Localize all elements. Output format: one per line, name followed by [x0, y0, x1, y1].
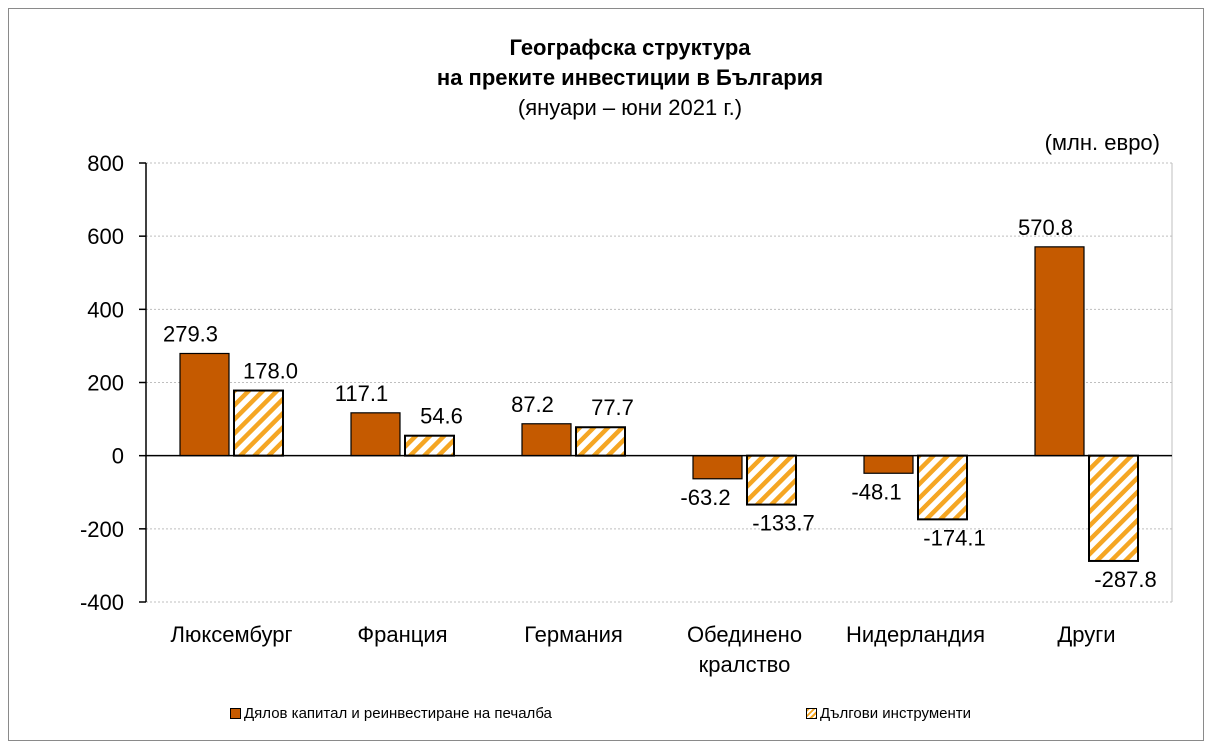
chart-subtitle: (януари – юни 2021 г.)	[517, 95, 743, 120]
bar-equity	[521, 423, 572, 457]
bar-debt	[575, 426, 626, 457]
bar-equity	[863, 455, 914, 474]
data-label-equity: 279.3	[163, 321, 218, 346]
legend-item-debt: Дългови инструменти	[806, 705, 971, 722]
bar-equity	[692, 455, 743, 480]
bar-equity	[1034, 246, 1085, 457]
bar-debt	[917, 454, 968, 521]
x-tick-label: Други	[1057, 622, 1115, 647]
unit-label: (млн. евро)	[1044, 130, 1160, 155]
y-tick-label: 800	[87, 151, 124, 176]
legend-swatch-debt	[806, 708, 817, 719]
y-tick-label: -200	[80, 517, 124, 542]
legend-label-debt: Дългови инструменти	[820, 705, 972, 722]
x-tick-label: Германия	[524, 622, 623, 647]
y-tick-label: 0	[112, 444, 124, 469]
chart-title-line-2: на преките инвестиции в България	[436, 65, 824, 90]
y-tick-label: 200	[87, 371, 124, 396]
bar-debt	[404, 434, 455, 457]
bar-equity	[179, 352, 230, 457]
chart-title: Географска структура на преките инвестиц…	[0, 33, 1215, 123]
data-label-debt: -174.1	[923, 525, 985, 550]
chart-title-line-1: Географска структура	[509, 35, 751, 60]
y-tick-label: 400	[87, 297, 124, 322]
data-label-debt: 54.6	[420, 404, 463, 429]
data-label-equity: 87.2	[511, 392, 554, 417]
data-label-debt: 77.7	[591, 395, 634, 420]
x-tick-label: Нидерландия	[846, 622, 985, 647]
y-tick-label: -400	[80, 590, 124, 615]
data-label-equity: -48.1	[851, 479, 901, 504]
x-tick-label: кралство	[699, 652, 791, 677]
data-label-equity: 570.8	[1018, 215, 1073, 240]
data-label-debt: 178.0	[243, 359, 298, 384]
y-tick-label: 600	[87, 224, 124, 249]
x-tick-label: Обединено	[687, 622, 802, 647]
data-label-equity: -63.2	[680, 485, 730, 510]
data-label-equity: 117.1	[335, 381, 388, 406]
bar-debt	[1088, 454, 1139, 562]
bar-equity	[350, 412, 401, 457]
legend-label-equity: Дялов капитал и реинвестиране на печалба	[244, 705, 552, 722]
legend: Дялов капитал и реинвестиране на печалба…	[0, 705, 1215, 727]
bar-debt	[233, 389, 284, 457]
x-tick-label: Люксембург	[170, 622, 292, 647]
legend-swatch-equity	[230, 708, 241, 719]
legend-item-equity: Дялов капитал и реинвестиране на печалба	[230, 705, 552, 722]
bar-debt	[746, 454, 797, 506]
data-label-debt: -287.8	[1094, 567, 1156, 592]
x-tick-label: Франция	[357, 622, 447, 647]
data-label-debt: -133.7	[752, 511, 814, 536]
